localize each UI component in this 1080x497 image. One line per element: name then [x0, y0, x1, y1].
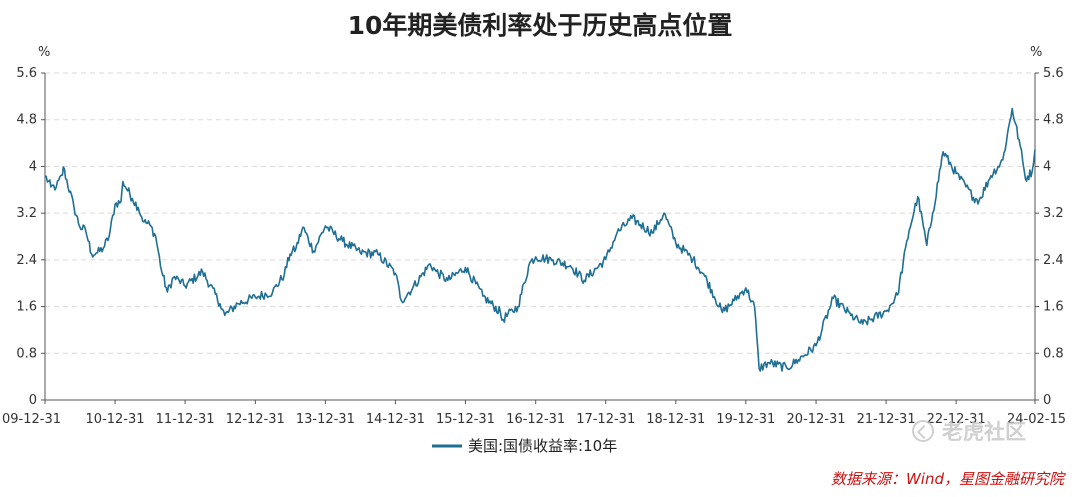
y-tick-label-right: 0 — [1043, 393, 1051, 408]
x-tick-label: 10-12-31 — [86, 412, 145, 427]
y-tick-label-right: 3.2 — [1043, 206, 1064, 221]
legend-label: 美国:国债收益率:10年 — [468, 437, 617, 455]
y-tick-label-left: 3.2 — [16, 206, 37, 221]
watermark: 老虎社区 — [912, 416, 1026, 446]
x-tick-label: 16-12-31 — [506, 412, 565, 427]
tiger-community-logo-icon — [912, 420, 934, 442]
y-tick-label-right: 1.6 — [1043, 300, 1064, 315]
x-tick-label: 18-12-31 — [646, 412, 705, 427]
watermark-text: 老虎社区 — [942, 420, 1026, 444]
y-tick-label-left: 2.4 — [16, 253, 37, 268]
x-tick-label: 09-12-31 — [2, 412, 61, 427]
x-tick-label: 24-02-15 — [1007, 412, 1066, 427]
y-axis-right-ticks: 0 0.8 1.6 2.4 3.2 4 4.8 5.6 — [1043, 66, 1064, 408]
x-tick-label: 20-12-31 — [787, 412, 846, 427]
source-note: 数据来源：Wind，星图金融研究院 — [830, 470, 1064, 488]
y-tick-label-left: 0 — [29, 393, 37, 408]
x-tick-label: 12-12-31 — [226, 412, 285, 427]
x-tick-label: 22-12-31 — [927, 412, 986, 427]
y-tick-label-right: 4.8 — [1043, 113, 1064, 128]
x-tick-label: 17-12-31 — [576, 412, 635, 427]
axes — [41, 72, 1039, 404]
y-tick-label-left: 4.8 — [16, 113, 37, 128]
y-tick-label-left: 5.6 — [16, 66, 37, 81]
y-tick-label-right: 5.6 — [1043, 66, 1064, 81]
x-axis-ticks: 09-12-31 10-12-31 11-12-31 12-12-31 13-12-31… — [2, 412, 1066, 427]
y-tick-label-left: 0.8 — [16, 346, 37, 361]
y-axis-left-unit: % — [38, 45, 50, 60]
y-axis-left-ticks: 0 0.8 1.6 2.4 3.2 4 4.8 5.6 — [16, 66, 37, 408]
y-tick-label-left: 4 — [29, 159, 37, 174]
x-tick-label: 14-12-31 — [366, 412, 425, 427]
x-tick-label: 13-12-31 — [296, 412, 355, 427]
y-tick-label-right: 0.8 — [1043, 346, 1064, 361]
series-group — [44, 107, 1036, 372]
gridlines — [45, 72, 1035, 354]
y-axis-right-unit: % — [1030, 45, 1042, 60]
x-tick-label: 21-12-31 — [857, 412, 916, 427]
x-tick-label: 15-12-31 — [436, 412, 495, 427]
y-tick-label-right: 2.4 — [1043, 253, 1064, 268]
chart-title: 10年期美债利率处于历史高点位置 — [347, 11, 733, 40]
x-tick-label: 11-12-31 — [156, 412, 215, 427]
x-tick-label: 19-12-31 — [716, 412, 775, 427]
y-tick-label-left: 1.6 — [16, 300, 37, 315]
legend[interactable]: 美国:国债收益率:10年 — [432, 437, 617, 455]
series-line-us-10y — [44, 107, 1036, 372]
y-tick-label-right: 4 — [1043, 159, 1051, 174]
